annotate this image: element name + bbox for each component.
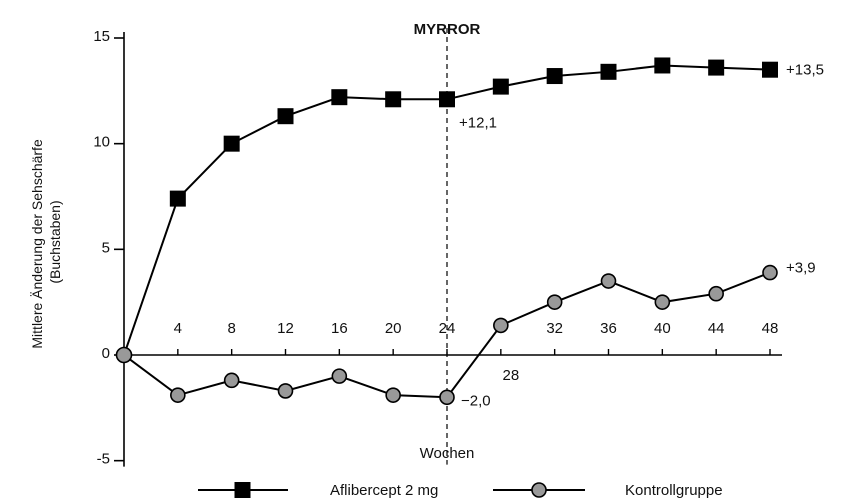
data-point-kontrollgruppe [600, 273, 617, 289]
x-tick-label: 20 [385, 320, 402, 337]
y-axis-label: Mittlere Änderung der Sehschärfe (Buchst… [29, 135, 63, 348]
data-point-kontrollgruppe [708, 285, 724, 302]
y-tick-label: 5 [102, 239, 110, 256]
data-point-aflibercept [492, 78, 509, 95]
data-point-kontrollgruppe [277, 383, 294, 399]
x-tick-label: 8 [227, 320, 235, 337]
y-tick-label: 15 [93, 28, 110, 45]
data-point-kontrollgruppe [654, 294, 671, 310]
x-tick-label: 40 [654, 320, 671, 337]
data-point-kontrollgruppe [331, 368, 348, 384]
x-tick-label: 48 [762, 320, 779, 337]
data-point-aflibercept [762, 61, 778, 78]
data-point-kontrollgruppe [223, 372, 240, 389]
y-tick-label: 10 [93, 134, 110, 151]
data-point-kontrollgruppe [170, 387, 186, 403]
data-label: +12,1 [459, 114, 497, 131]
data-point-aflibercept [169, 190, 186, 207]
x-tick-label: 28 [502, 367, 519, 384]
data-point-aflibercept [331, 89, 348, 106]
y-tick-label: -5 [97, 451, 110, 468]
legend-marker-aflibercept [234, 482, 251, 498]
x-tick-label: 24 [439, 320, 456, 337]
data-label: +13,5 [786, 62, 824, 79]
data-point-kontrollgruppe [762, 264, 778, 281]
data-point-aflibercept [277, 108, 294, 125]
data-point-aflibercept [708, 59, 725, 76]
data-label: −2,0 [461, 392, 491, 409]
legend-marker-kontrollgruppe [531, 482, 547, 498]
x-tick-label: 16 [331, 320, 348, 337]
data-point-kontrollgruppe [385, 387, 401, 403]
data-point-aflibercept [600, 63, 617, 80]
y-tick-label: 0 [102, 345, 110, 362]
data-point-kontrollgruppe [439, 389, 455, 406]
x-tick-label: 36 [600, 320, 617, 337]
data-point-kontrollgruppe [546, 294, 563, 310]
data-point-aflibercept [439, 91, 455, 108]
x-tick-label: 12 [277, 320, 294, 337]
data-point-aflibercept [385, 91, 402, 108]
legend-label-aflibercept: Aflibercept 2 mg [330, 482, 438, 499]
data-label: +3,9 [786, 260, 816, 277]
data-point-aflibercept [654, 57, 671, 74]
data-point-aflibercept [546, 68, 563, 85]
x-tick-label: 44 [708, 320, 725, 337]
data-point-aflibercept [223, 135, 240, 152]
legend-label-kontrollgruppe: Kontrollgruppe [625, 482, 723, 499]
data-point-kontrollgruppe [493, 317, 509, 334]
x-tick-label: 32 [546, 320, 563, 337]
data-point-baseline [115, 346, 133, 364]
x-tick-label: 4 [174, 320, 182, 337]
